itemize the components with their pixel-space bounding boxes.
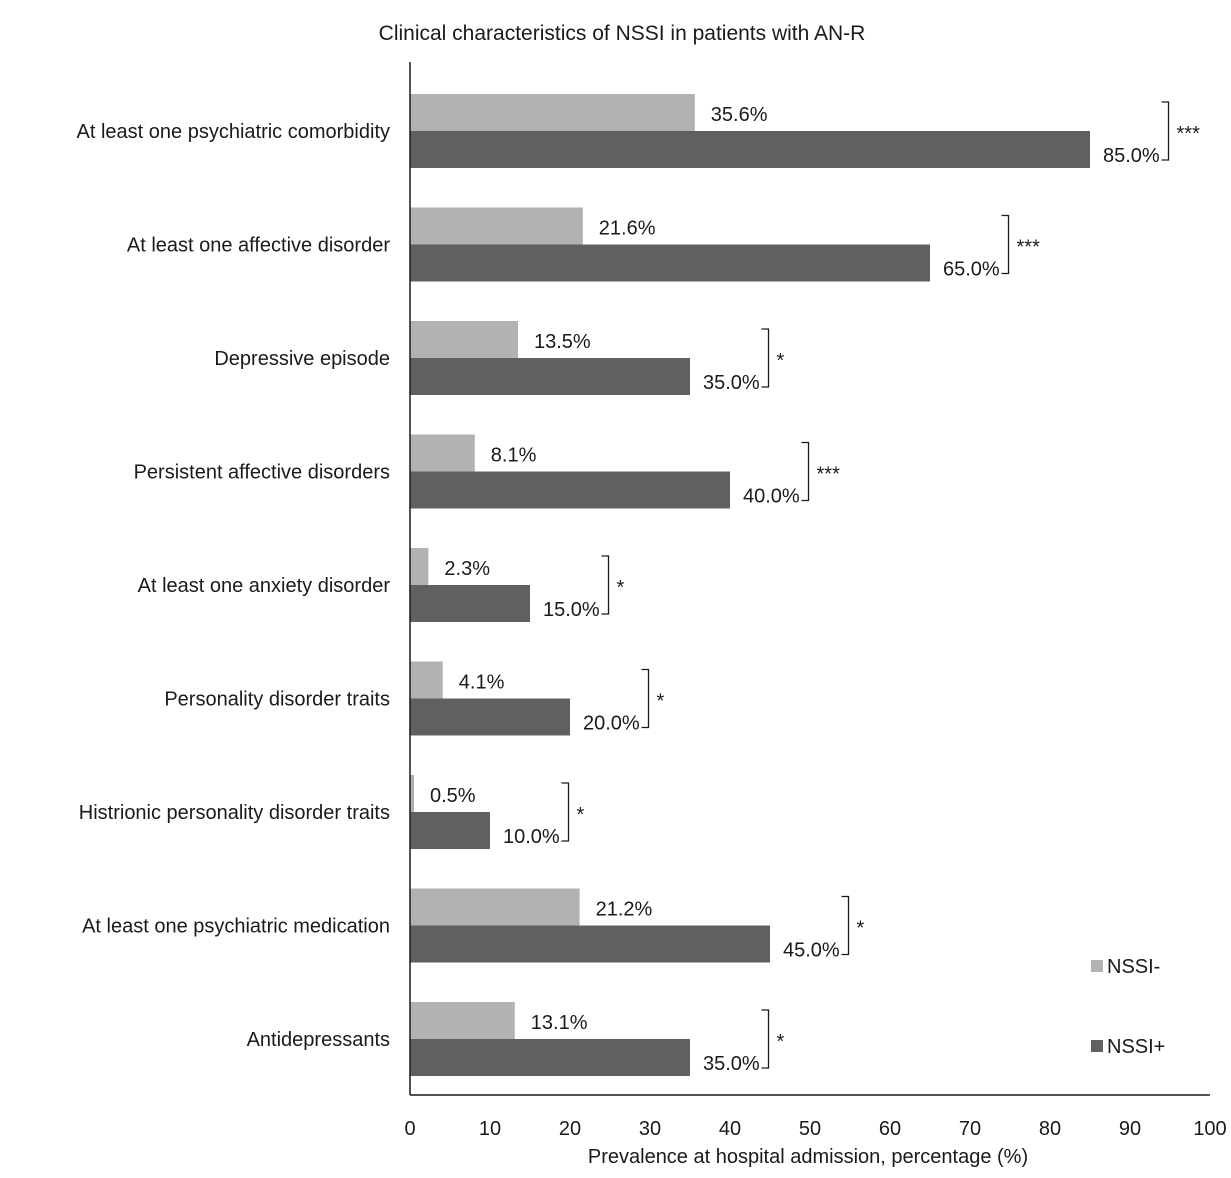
bars-layer: At least one psychiatric comorbidity 35.6… — [77, 94, 1160, 1076]
significance-marker: *** — [1017, 237, 1041, 259]
bar-nssi-minus — [410, 1002, 515, 1039]
x-tick-label: 20 — [559, 1118, 581, 1140]
significance-marker: * — [577, 804, 585, 826]
legend-swatch — [1091, 1040, 1103, 1052]
bar-group: Depressive episode 13.5% 35.0% — [214, 321, 760, 395]
bar-nssi-minus — [410, 321, 518, 358]
significance-bracket — [841, 895, 850, 956]
category-label: Histrionic personality disorder traits — [79, 802, 390, 824]
data-label-nssi-plus: 85.0% — [1103, 145, 1160, 167]
bar-nssi-plus — [410, 131, 1090, 168]
x-tick-label: 40 — [719, 1118, 741, 1140]
bar-nssi-plus — [410, 358, 690, 395]
data-label-nssi-plus: 10.0% — [503, 826, 560, 848]
significance-marker: * — [857, 918, 865, 940]
legend: NSSI- NSSI+ — [1091, 956, 1165, 1058]
bar-nssi-minus — [410, 548, 429, 585]
significance-bracket — [641, 668, 650, 729]
bar-group: Histrionic personality disorder traits 0.… — [79, 775, 560, 849]
significance-bracket — [801, 441, 810, 502]
significance-marker: * — [777, 350, 785, 372]
bar-nssi-plus — [410, 698, 570, 736]
bar-nssi-plus — [410, 1039, 690, 1076]
bar-nssi-minus — [410, 888, 580, 926]
category-label: At least one psychiatric medication — [82, 916, 390, 938]
bar-nssi-minus — [410, 207, 583, 245]
bar-nssi-plus — [410, 812, 490, 849]
bar-group: At least one psychiatric comorbidity 35.6… — [77, 94, 1160, 168]
x-tick-label: 50 — [799, 1118, 821, 1140]
data-label-nssi-plus: 35.0% — [703, 1053, 760, 1075]
chart-title: Clinical characteristics of NSSI in pati… — [379, 22, 866, 45]
legend-label: NSSI+ — [1107, 1036, 1165, 1058]
significance-bracket — [601, 555, 610, 615]
data-label-nssi-plus: 15.0% — [543, 599, 600, 621]
axes-layer: 0 10 20 30 40 50 60 70 80 90 100 — [404, 62, 1227, 1140]
data-label-nssi-minus: 21.6% — [599, 218, 656, 240]
significance-bracket — [1161, 101, 1170, 161]
significance-marker: *** — [1177, 123, 1201, 145]
significance-layer: *************** — [561, 101, 1201, 1069]
data-label-nssi-minus: 8.1% — [491, 445, 537, 467]
bar-group: At least one affective disorder 21.6% 65.0… — [127, 207, 1000, 282]
data-label-nssi-plus: 40.0% — [743, 486, 800, 508]
bar-group: At least one anxiety disorder 2.3% 15.0% — [138, 548, 600, 622]
bar-nssi-plus — [410, 471, 730, 509]
x-tick-label: 30 — [639, 1118, 661, 1140]
bar-nssi-minus — [410, 94, 695, 131]
x-tick-label: 0 — [404, 1118, 415, 1140]
category-label: At least one psychiatric comorbidity — [77, 121, 390, 143]
data-label-nssi-plus: 20.0% — [583, 713, 640, 735]
data-label-nssi-minus: 2.3% — [444, 558, 490, 580]
x-tick-label: 80 — [1039, 1118, 1061, 1140]
significance-marker: *** — [817, 464, 841, 486]
x-tick-label: 70 — [959, 1118, 981, 1140]
bar-group: Antidepressants 13.1% 35.0% — [247, 1002, 760, 1076]
data-label-nssi-plus: 35.0% — [703, 372, 760, 394]
x-tick-label: 90 — [1119, 1118, 1141, 1140]
significance-marker: * — [617, 577, 625, 599]
x-tick-label: 10 — [479, 1118, 501, 1140]
category-label: At least one affective disorder — [127, 235, 390, 257]
legend-swatch — [1091, 960, 1103, 972]
x-axis-title: Prevalence at hospital admission, percen… — [588, 1146, 1028, 1168]
data-label-nssi-minus: 35.6% — [711, 104, 768, 126]
bar-nssi-plus — [410, 244, 930, 282]
data-label-nssi-minus: 21.2% — [596, 899, 653, 921]
bar-nssi-plus — [410, 925, 770, 963]
data-label-nssi-plus: 45.0% — [783, 940, 840, 962]
bar-nssi-minus — [410, 661, 443, 699]
significance-bracket — [761, 328, 770, 388]
data-label-nssi-plus: 65.0% — [943, 259, 1000, 281]
category-label: Personality disorder traits — [164, 689, 390, 711]
x-tick-label: 60 — [879, 1118, 901, 1140]
category-label: At least one anxiety disorder — [138, 575, 391, 597]
bar-nssi-minus — [410, 434, 475, 472]
x-tick-label: 100 — [1193, 1118, 1226, 1140]
significance-marker: * — [657, 691, 665, 713]
legend-label: NSSI- — [1107, 956, 1160, 978]
data-label-nssi-minus: 13.5% — [534, 331, 591, 353]
significance-marker: * — [777, 1031, 785, 1053]
bar-group: Persistent affective disorders 8.1% 40.0% — [134, 434, 800, 509]
data-label-nssi-minus: 4.1% — [459, 672, 505, 694]
bar-nssi-plus — [410, 585, 530, 622]
data-label-nssi-minus: 0.5% — [430, 785, 476, 807]
category-label: Depressive episode — [214, 348, 390, 370]
significance-bracket — [761, 1009, 770, 1069]
significance-bracket — [1001, 214, 1010, 275]
significance-bracket — [561, 782, 570, 842]
bar-nssi-minus — [410, 775, 414, 812]
category-label: Antidepressants — [247, 1029, 390, 1051]
category-label: Persistent affective disorders — [134, 462, 390, 484]
bar-group: Personality disorder traits 4.1% 20.0% — [164, 661, 640, 736]
data-label-nssi-minus: 13.1% — [531, 1012, 588, 1034]
bar-group: At least one psychiatric medication 21.2%… — [82, 888, 840, 963]
